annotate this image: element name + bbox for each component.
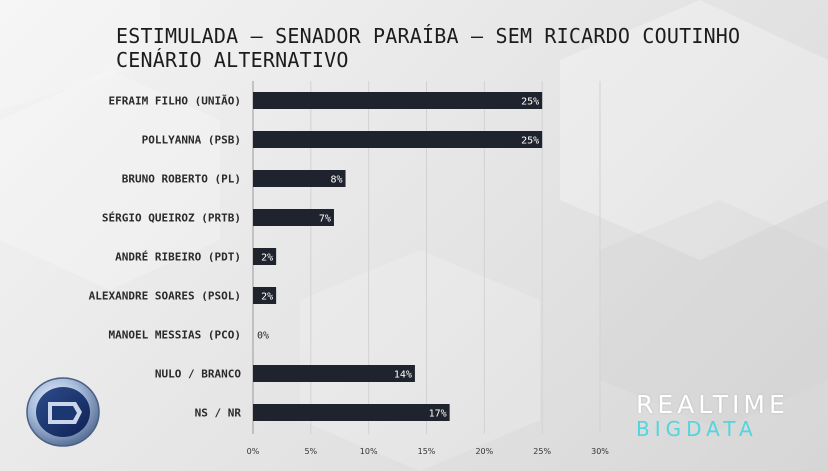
category-label: POLLYANNA (PSB) [142,134,241,147]
bar-value-label: 8% [330,175,342,186]
bar-value-label: 0% [257,331,269,342]
bar-value-label: 2% [261,253,273,264]
bar-value-label: 2% [261,292,273,303]
category-label: NULO / BRANCO [155,368,241,381]
chart-title: ESTIMULADA – SENADOR PARAÍBA – SEM RICAR… [116,24,740,72]
x-tick-label: 30% [591,447,609,456]
bar-value-label: 25% [521,97,539,108]
bar [253,248,277,265]
bar [253,92,543,109]
x-tick-label: 5% [304,447,317,456]
x-tick-label: 20% [475,447,493,456]
bar [253,287,277,304]
category-label: ANDRÉ RIBEIRO (PDT) [115,251,241,264]
bar-value-label: 17% [429,409,447,420]
chart-title-line-2: CENÁRIO ALTERNATIVO [116,48,349,72]
bar-value-label: 14% [394,370,412,381]
x-tick-label: 25% [533,447,551,456]
realtime-bigdata-logo: REALTIME BIGDATA [636,390,796,441]
chart-value-labels: 25% 25% 8% 7% 2% 2% 0% 14% 17% [257,97,539,420]
category-label: BRUNO ROBERTO (PL) [122,173,241,186]
bar [253,404,450,421]
chart-x-tick-labels: 0% 5% 10% 15% 20% 25% 30% [247,447,610,456]
x-tick-label: 10% [360,447,378,456]
record-tv-logo-icon [26,377,100,447]
chart-category-labels: EFRAIM FILHO (UNIÃO) POLLYANNA (PSB) BRUNO… [89,95,242,420]
bar-value-label: 7% [319,214,331,225]
chart-bars [253,92,543,421]
category-label: NS / NR [195,407,242,420]
bar [253,209,334,226]
brand-line-2: BIGDATA [636,417,758,441]
x-tick-label: 15% [418,447,436,456]
bar [253,131,543,148]
x-tick-label: 0% [247,447,260,456]
category-label: SÉRGIO QUEIROZ (PRTB) [102,212,241,225]
category-label: MANOEL MESSIAS (PCO) [109,329,241,342]
category-label: EFRAIM FILHO (UNIÃO) [109,95,241,108]
chart-title-line-1: ESTIMULADA – SENADOR PARAÍBA – SEM RICAR… [116,24,741,48]
brand-line-1: REALTIME [636,390,789,419]
category-label: ALEXANDRE SOARES (PSOL) [89,290,241,303]
bar [253,170,346,187]
bar-value-label: 25% [521,136,539,147]
bar [253,365,415,382]
